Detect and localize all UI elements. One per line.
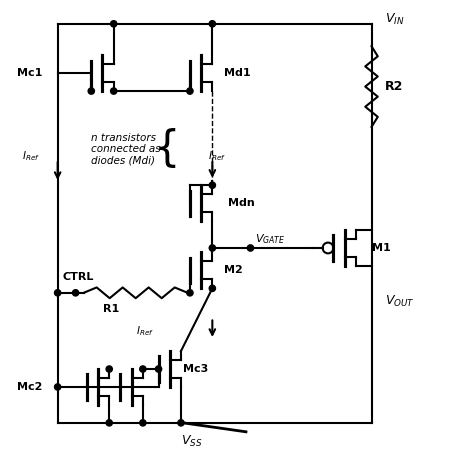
Circle shape bbox=[209, 21, 216, 27]
Text: Mc3: Mc3 bbox=[183, 364, 209, 374]
Text: R1: R1 bbox=[103, 304, 119, 314]
Circle shape bbox=[106, 419, 112, 426]
Text: M2: M2 bbox=[224, 266, 242, 276]
Text: Mdn: Mdn bbox=[228, 198, 255, 208]
Text: CTRL: CTRL bbox=[62, 272, 93, 282]
Text: $V_{GATE}$: $V_{GATE}$ bbox=[255, 232, 285, 246]
Circle shape bbox=[155, 366, 162, 372]
Text: {: { bbox=[154, 128, 181, 170]
Circle shape bbox=[106, 366, 112, 372]
Circle shape bbox=[110, 21, 117, 27]
Text: Mc1: Mc1 bbox=[18, 68, 43, 78]
Circle shape bbox=[73, 290, 79, 296]
Circle shape bbox=[140, 419, 146, 426]
Circle shape bbox=[140, 366, 146, 372]
Circle shape bbox=[209, 245, 216, 251]
Text: n transistors
connected as
diodes (Mdi): n transistors connected as diodes (Mdi) bbox=[91, 133, 161, 166]
Text: $I_{Ref}$: $I_{Ref}$ bbox=[208, 149, 226, 163]
Circle shape bbox=[178, 419, 184, 426]
Circle shape bbox=[209, 285, 216, 291]
Circle shape bbox=[110, 88, 117, 94]
Text: $V_{IN}$: $V_{IN}$ bbox=[385, 12, 404, 27]
Circle shape bbox=[55, 384, 61, 390]
Text: R2: R2 bbox=[385, 80, 403, 93]
Text: Mc2: Mc2 bbox=[18, 382, 43, 392]
Text: $I_{Ref}$: $I_{Ref}$ bbox=[22, 149, 40, 163]
Text: $V_{SS}$: $V_{SS}$ bbox=[182, 434, 203, 449]
Circle shape bbox=[187, 290, 193, 296]
Text: $V_{OUT}$: $V_{OUT}$ bbox=[385, 294, 415, 309]
Circle shape bbox=[187, 88, 193, 94]
Text: M1: M1 bbox=[372, 243, 390, 253]
Circle shape bbox=[55, 290, 61, 296]
Circle shape bbox=[88, 88, 94, 94]
Text: Md1: Md1 bbox=[224, 68, 250, 78]
Circle shape bbox=[209, 182, 216, 188]
Circle shape bbox=[247, 245, 254, 251]
Text: $I_{Ref}$: $I_{Ref}$ bbox=[136, 324, 154, 338]
